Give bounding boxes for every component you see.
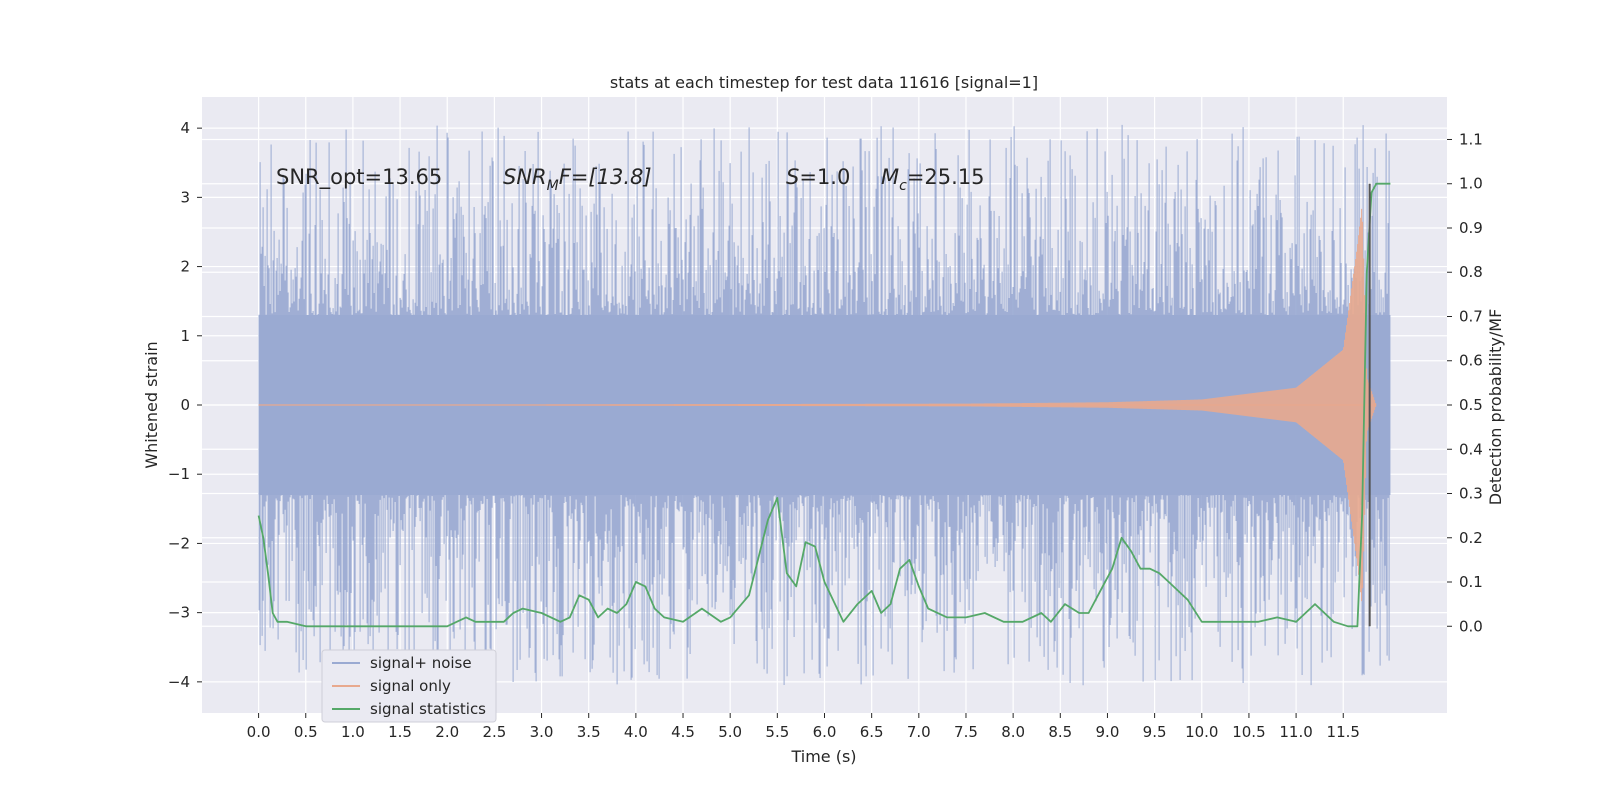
x-tick-label: 11.5 — [1327, 723, 1360, 741]
y-tick-label: 3 — [180, 188, 190, 206]
series-signal-statistics — [257, 182, 1391, 628]
annotations: SNR_opt=13.65 SNRMF=[13.8] S=1.0 Mc=25.1… — [276, 165, 985, 194]
x-tick-label: 4.0 — [624, 723, 648, 741]
right-tick-label: 0.7 — [1459, 307, 1483, 325]
x-tick-label: 0.0 — [247, 723, 271, 741]
chart-title: stats at each timestep for test data 116… — [610, 73, 1038, 92]
y-tick-label: 2 — [180, 258, 190, 276]
s-main: S — [786, 165, 799, 189]
right-tick-label: 1.1 — [1459, 130, 1483, 148]
right-tick-label: 0.4 — [1459, 440, 1483, 458]
right-tick-label: 0.6 — [1459, 352, 1483, 370]
y-tick-label: 1 — [180, 327, 190, 345]
legend: signal+ noise signal only signal statist… — [321, 649, 497, 723]
annotation-mc: Mc=25.15 — [881, 165, 985, 194]
x-tick-label: 4.5 — [671, 723, 695, 741]
right-tick-label: 0.9 — [1459, 219, 1483, 237]
y-tick-label: −2 — [168, 534, 190, 552]
x-tick-label: 9.0 — [1096, 723, 1120, 741]
x-tick-label: 3.5 — [577, 723, 601, 741]
x-tick-label: 10.5 — [1232, 723, 1265, 741]
x-tick-label: 2.5 — [482, 723, 506, 741]
right-tick-label: 0.2 — [1459, 529, 1483, 547]
annotation-snr-opt: SNR_opt=13.65 — [276, 165, 442, 190]
snr-mf-main: SNR — [503, 165, 547, 189]
x-tick-label: 1.5 — [388, 723, 412, 741]
right-tick-label: 0.1 — [1459, 573, 1483, 591]
x-tick-label: 7.0 — [907, 723, 931, 741]
stats-line — [257, 182, 1391, 628]
y-axis-label: Whitened strain — [142, 341, 161, 468]
x-tick-label: 5.5 — [765, 723, 789, 741]
x-tick-label: 9.5 — [1143, 723, 1167, 741]
legend-label-stats: signal statistics — [370, 700, 486, 718]
mc-sub: c — [899, 178, 907, 194]
x-tick-label: 6.5 — [860, 723, 884, 741]
snr-mf-sub: M — [547, 178, 559, 194]
x-tick-label: 7.5 — [954, 723, 978, 741]
x-axis-ticks: 0.0 0.5 1.0 1.5 2.0 2.5 3.0 3.5 4.0 4.5 5.0 5.5 6.0 6… — [247, 713, 1360, 741]
x-tick-label: 10.0 — [1185, 723, 1218, 741]
legend-label-noise: signal+ noise — [370, 654, 472, 672]
s-rest: =1.0 — [799, 165, 850, 189]
annotation-s: S=1.0 — [786, 165, 850, 189]
x-tick-label: 5.0 — [718, 723, 742, 741]
legend-label-signal: signal only — [370, 677, 451, 695]
x-tick-label: 11.0 — [1279, 723, 1312, 741]
x-tick-label: 6.0 — [813, 723, 837, 741]
right-tick-label: 0.0 — [1459, 617, 1483, 635]
mc-rest: =25.15 — [907, 165, 985, 189]
plot-content — [257, 124, 1391, 686]
x-tick-label: 1.0 — [341, 723, 365, 741]
y-tick-label: 4 — [180, 119, 190, 137]
snr-mf-rest: F=[13.8] — [559, 165, 652, 189]
x-tick-label: 2.0 — [435, 723, 459, 741]
right-tick-label: 0.5 — [1459, 396, 1483, 414]
x-tick-label: 0.5 — [294, 723, 318, 741]
x-tick-label: 8.5 — [1048, 723, 1072, 741]
y-tick-label: 0 — [180, 396, 190, 414]
legend-box — [321, 649, 497, 723]
right-axis-ticks: 1.1 1.0 0.9 0.8 0.7 0.6 0.5 0.4 0.3 0.2 0.1 0.0 — [1447, 130, 1483, 635]
x-tick-label: 3.0 — [530, 723, 554, 741]
y-tick-label: −1 — [168, 465, 190, 483]
right-tick-label: 0.8 — [1459, 263, 1483, 281]
x-axis-label: Time (s) — [790, 747, 856, 766]
right-tick-label: 0.3 — [1459, 485, 1483, 503]
series-signal-only — [258, 208, 1377, 602]
right-tick-label: 1.0 — [1459, 175, 1483, 193]
y-tick-label: −4 — [168, 673, 190, 691]
y-tick-label: −3 — [168, 604, 190, 622]
annotation-snr-mf: SNRMF=[13.8] — [503, 165, 652, 194]
y-axis-ticks: 4 3 2 1 0 −1 −2 −3 −4 — [168, 119, 202, 691]
x-tick-label: 8.0 — [1001, 723, 1025, 741]
right-axis-label: Detection probability/MF — [1486, 309, 1505, 506]
mc-main: M — [881, 165, 899, 189]
